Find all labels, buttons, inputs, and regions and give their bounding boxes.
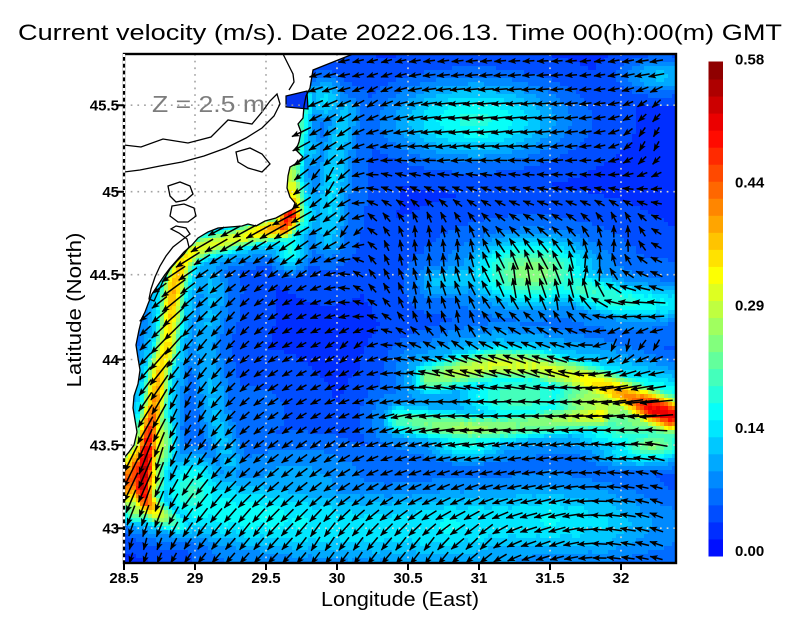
svg-text:28.5: 28.5	[109, 570, 138, 587]
svg-text:44.5: 44.5	[90, 267, 119, 284]
svg-text:30: 30	[329, 570, 346, 587]
svg-text:Longitude (East): Longitude (East)	[321, 589, 479, 611]
svg-text:0.44: 0.44	[735, 174, 765, 191]
svg-text:45: 45	[102, 184, 119, 201]
svg-text:43.5: 43.5	[90, 437, 119, 454]
svg-text:0.58: 0.58	[735, 51, 764, 68]
svg-text:Latitude (North): Latitude (North)	[64, 233, 86, 388]
svg-text:Z = 2.5 m: Z = 2.5 m	[152, 91, 265, 117]
svg-text:43: 43	[102, 521, 119, 538]
svg-text:0.00: 0.00	[735, 543, 764, 560]
svg-text:32: 32	[613, 570, 630, 587]
svg-text:30.5: 30.5	[393, 570, 422, 587]
svg-text:31.5: 31.5	[535, 570, 564, 587]
svg-text:29.5: 29.5	[251, 570, 280, 587]
svg-text:0.14: 0.14	[735, 420, 765, 437]
svg-text:Current velocity (m/s). Date 2: Current velocity (m/s). Date 2022.06.13.…	[18, 20, 782, 45]
svg-text:0.29: 0.29	[735, 297, 764, 314]
svg-text:31: 31	[471, 570, 488, 587]
svg-text:29: 29	[187, 570, 204, 587]
svg-text:45.5: 45.5	[90, 98, 119, 115]
svg-text:44: 44	[102, 352, 119, 369]
